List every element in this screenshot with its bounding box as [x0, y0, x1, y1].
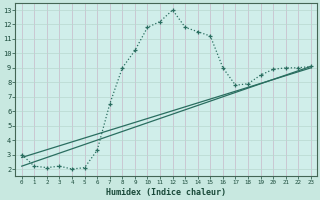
X-axis label: Humidex (Indice chaleur): Humidex (Indice chaleur)	[106, 188, 226, 197]
